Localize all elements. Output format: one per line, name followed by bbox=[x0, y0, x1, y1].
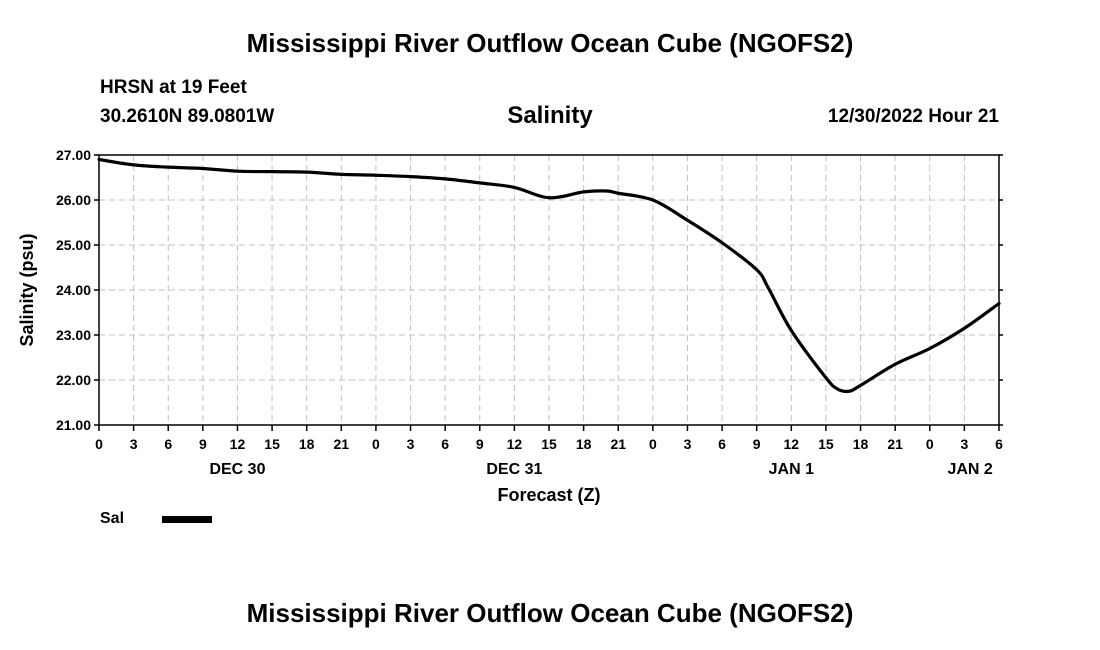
x-tick-label: 21 bbox=[887, 436, 903, 452]
x-tick-label: 3 bbox=[960, 436, 968, 452]
x-tick-label: 12 bbox=[784, 436, 800, 452]
x-tick-label: 3 bbox=[130, 436, 138, 452]
legend-swatch bbox=[162, 516, 212, 523]
x-tick-label: 15 bbox=[818, 436, 834, 452]
y-tick-label: 27.00 bbox=[56, 147, 91, 163]
x-tick-label: 9 bbox=[753, 436, 761, 452]
legend-label: Sal bbox=[100, 510, 125, 527]
x-tick-label: 0 bbox=[926, 436, 934, 452]
x-tick-label: 21 bbox=[610, 436, 626, 452]
x-tick-label: 18 bbox=[853, 436, 869, 452]
chart-title: Salinity bbox=[507, 102, 593, 129]
station-coordinates: 30.2610N 89.0801W bbox=[100, 106, 275, 127]
y-tick-label: 21.00 bbox=[56, 417, 91, 433]
series-line-sal bbox=[97, 157, 1001, 394]
x-date-label: JAN 2 bbox=[947, 461, 992, 478]
y-tick-label: 26.00 bbox=[56, 192, 91, 208]
x-tick-label: 18 bbox=[299, 436, 315, 452]
y-axis-title: Salinity (psu) bbox=[17, 233, 37, 346]
x-tick-label: 12 bbox=[507, 436, 523, 452]
x-tick-label: 12 bbox=[230, 436, 246, 452]
x-tick-label: 21 bbox=[334, 436, 350, 452]
x-tick-label: 3 bbox=[407, 436, 415, 452]
x-tick-label: 0 bbox=[649, 436, 657, 452]
x-tick-label: 9 bbox=[199, 436, 207, 452]
y-tick-label: 25.00 bbox=[56, 237, 91, 253]
x-tick-label: 0 bbox=[95, 436, 103, 452]
y-tick-label: 23.00 bbox=[56, 327, 91, 343]
station-label: HRSN at 19 Feet bbox=[100, 77, 247, 98]
footer-title: Mississippi River Outflow Ocean Cube (NG… bbox=[246, 598, 854, 628]
forecast-timestamp: 12/30/2022 Hour 21 bbox=[827, 106, 999, 127]
x-tick-label: 0 bbox=[372, 436, 380, 452]
x-tick-label: 15 bbox=[264, 436, 280, 452]
x-tick-label: 18 bbox=[576, 436, 592, 452]
x-tick-label: 6 bbox=[718, 436, 726, 452]
x-tick-label: 6 bbox=[164, 436, 172, 452]
x-date-label: DEC 30 bbox=[209, 461, 265, 478]
x-tick-label: 6 bbox=[441, 436, 449, 452]
x-tick-label: 6 bbox=[995, 436, 1003, 452]
x-date-label: JAN 1 bbox=[769, 461, 814, 478]
x-axis-title: Forecast (Z) bbox=[497, 485, 600, 505]
y-tick-label: 22.00 bbox=[56, 372, 91, 388]
page-title: Mississippi River Outflow Ocean Cube (NG… bbox=[246, 28, 854, 58]
y-tick-label: 24.00 bbox=[56, 282, 91, 298]
x-tick-label: 15 bbox=[541, 436, 557, 452]
x-tick-label: 9 bbox=[476, 436, 484, 452]
x-tick-label: 3 bbox=[684, 436, 692, 452]
x-date-label: DEC 31 bbox=[486, 461, 542, 478]
